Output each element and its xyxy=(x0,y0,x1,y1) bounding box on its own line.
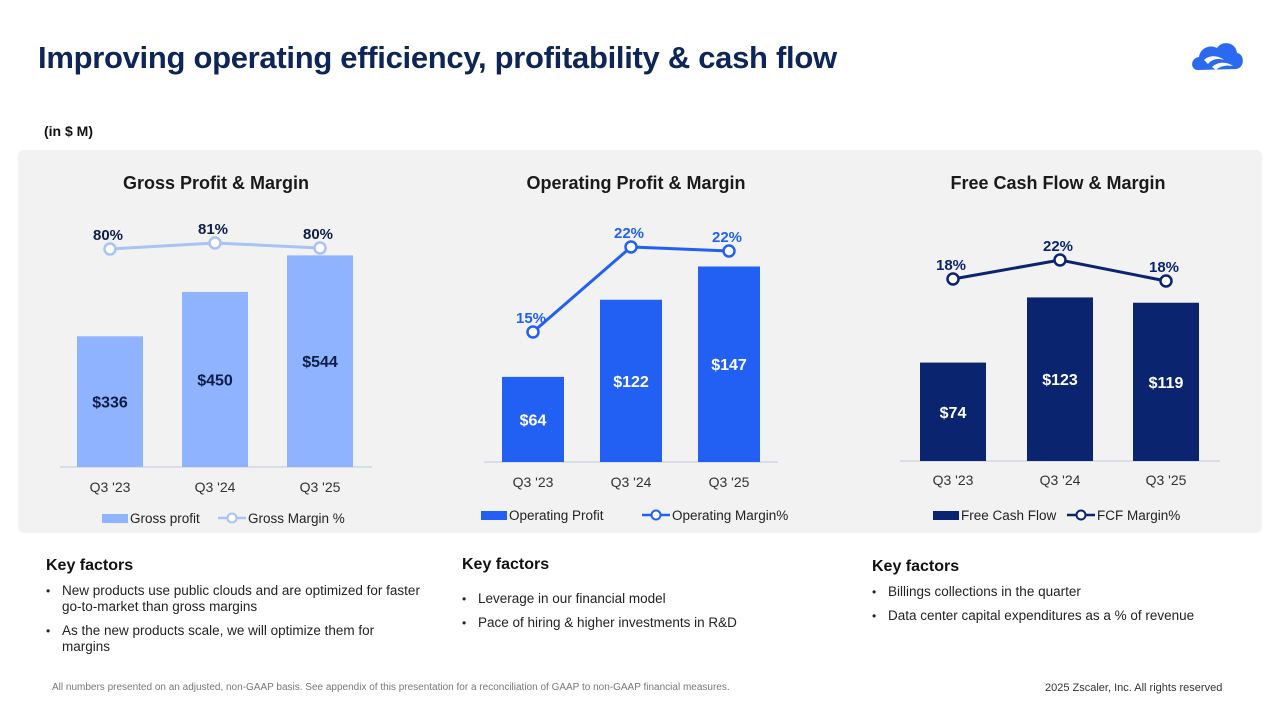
x-tick-label: Q3 '23 xyxy=(513,474,554,490)
charts-svg: Gross Profit & Margin $336 Q3 '23 $450 Q3 '2… xyxy=(60,173,1220,526)
key-factors-list-3: Billings collections in the quarter Data… xyxy=(870,584,1260,632)
margin-point xyxy=(103,242,117,256)
margin-value-label: 18% xyxy=(1149,259,1179,276)
bar-value-label: $122 xyxy=(613,374,649,391)
margin-point xyxy=(946,272,960,286)
footnote: All numbers presented on an adjusted, no… xyxy=(52,682,730,693)
margin-value-label: 81% xyxy=(198,221,228,238)
bar-value-label: $119 xyxy=(1149,375,1184,392)
margin-value-label: 80% xyxy=(93,227,123,244)
key-factor-item: Data center capital expenditures as a % … xyxy=(870,608,1260,624)
legend-label: Operating Profit xyxy=(509,508,604,523)
margin-point xyxy=(1159,274,1173,288)
bar-value-label: $74 xyxy=(940,405,967,422)
bar xyxy=(182,291,248,467)
legend-line-marker xyxy=(650,509,662,521)
legend-label: FCF Margin% xyxy=(1097,508,1180,523)
bar xyxy=(698,266,760,462)
legend-label: Gross Margin % xyxy=(248,511,345,526)
legend-bar-swatch xyxy=(102,514,128,523)
bar xyxy=(502,376,564,462)
key-factors-list-2: Leverage in our financial model Pace of … xyxy=(460,591,840,639)
key-factor-item: New products use public clouds and are o… xyxy=(44,583,424,615)
margin-point xyxy=(624,240,638,254)
zscaler-cloud-icon xyxy=(1192,43,1243,70)
key-factors-list-1: New products use public clouds and are o… xyxy=(44,583,424,663)
key-factor-item: As the new products scale, we will optim… xyxy=(44,623,424,655)
page-title: Improving operating efficiency, profitab… xyxy=(38,40,837,75)
x-tick-label: Q3 '25 xyxy=(300,479,341,495)
bar xyxy=(920,362,986,461)
bar-value-label: $336 xyxy=(92,395,128,412)
bar xyxy=(287,255,353,467)
x-tick-label: Q3 '24 xyxy=(1040,472,1081,488)
legend-label: Free Cash Flow xyxy=(961,508,1057,523)
x-tick-label: Q3 '23 xyxy=(90,479,131,495)
margin-point xyxy=(526,325,540,339)
margin-point xyxy=(722,244,736,258)
chart-title: Gross Profit & Margin xyxy=(123,173,309,193)
x-tick-label: Q3 '24 xyxy=(195,479,236,495)
legend-bar-swatch xyxy=(481,511,507,520)
chart-title: Operating Profit & Margin xyxy=(526,173,745,193)
legend-label: Operating Margin% xyxy=(672,508,788,523)
key-factor-item: Billings collections in the quarter xyxy=(870,584,1260,600)
legend-bar-swatch xyxy=(933,511,959,520)
margin-point xyxy=(1053,253,1067,267)
x-tick-label: Q3 '25 xyxy=(1146,472,1187,488)
bar-value-label: $64 xyxy=(520,412,547,429)
x-tick-label: Q3 '24 xyxy=(611,474,652,490)
key-factor-item: Leverage in our financial model xyxy=(460,591,840,607)
copyright: 2025 Zscaler, Inc. All rights reserved xyxy=(1045,682,1223,694)
key-factors-title-2: Key factors xyxy=(462,556,550,573)
x-tick-label: Q3 '23 xyxy=(933,472,974,488)
margin-value-label: 22% xyxy=(1043,238,1073,255)
x-tick-label: Q3 '25 xyxy=(709,474,750,490)
chart-title: Free Cash Flow & Margin xyxy=(950,173,1165,193)
bar-value-label: $544 xyxy=(302,354,338,371)
legend-label: Gross profit xyxy=(130,511,200,526)
bar xyxy=(77,336,143,467)
key-factor-item: Pace of hiring & higher investments in R… xyxy=(460,615,840,631)
key-factors-title-3: Key factors xyxy=(872,558,960,575)
bar-value-label: $123 xyxy=(1042,372,1078,389)
margin-value-label: 22% xyxy=(614,225,644,242)
bar xyxy=(600,299,662,462)
margin-point xyxy=(208,236,222,250)
legend-line-marker xyxy=(1075,509,1087,521)
bar-value-label: $450 xyxy=(197,372,233,389)
bar xyxy=(1027,297,1093,461)
bar xyxy=(1133,302,1199,461)
margin-value-label: 22% xyxy=(712,229,742,246)
units-label: (in $ M) xyxy=(44,123,93,139)
legend-line-marker xyxy=(226,512,238,524)
margin-value-label: 80% xyxy=(303,226,333,243)
bar-value-label: $147 xyxy=(711,357,747,374)
key-factors-title-1: Key factors xyxy=(46,557,134,574)
margin-point xyxy=(313,241,327,255)
margin-value-label: 15% xyxy=(516,310,546,327)
margin-value-label: 18% xyxy=(936,257,966,274)
